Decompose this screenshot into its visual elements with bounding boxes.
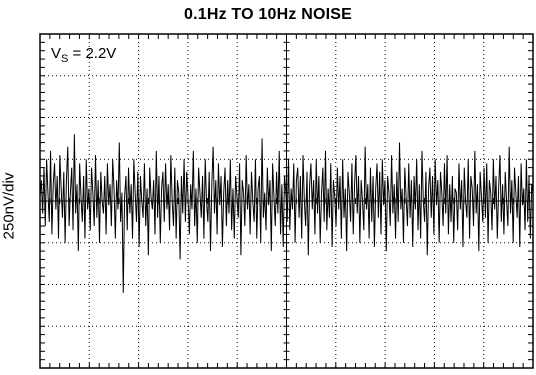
annotation-value: = 2.2V: [68, 45, 116, 62]
annotation-main: V: [51, 45, 61, 62]
supply-voltage-annotation: VS = 2.2V: [51, 45, 116, 65]
plot-frame: [39, 33, 534, 369]
chart-title: 0.1Hz TO 10Hz NOISE: [183, 6, 352, 23]
annotation-subscript: S: [61, 53, 68, 65]
noise-trace: [39, 134, 534, 293]
